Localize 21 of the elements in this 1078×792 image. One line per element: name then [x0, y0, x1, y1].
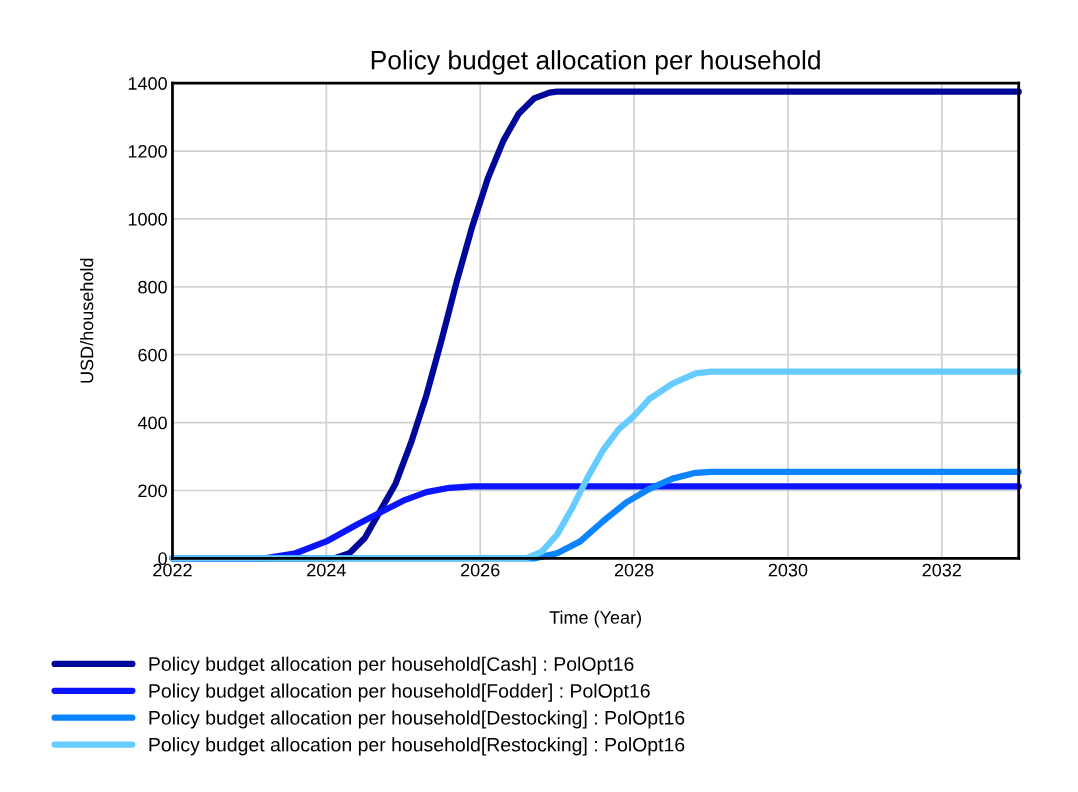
y-tick-label: 200	[138, 484, 167, 498]
x-tick-label: 2022	[153, 563, 192, 577]
legend-label: Policy budget allocation per household[Destocking] : PolOpt16	[149, 710, 685, 729]
y-tick-label: 1400	[128, 77, 167, 90]
chart-title: Policy budget allocation per household	[371, 50, 820, 75]
y-tick-label: 400	[137, 416, 167, 430]
legend-label: Policy budget allocation per household[Fodder] : PolOpt16	[149, 683, 650, 702]
legend-label: Policy budget allocation per household[Restocking] : PolOpt16	[149, 737, 685, 756]
y-axis-title: USD/household	[80, 258, 94, 383]
y-tick-label: 800	[138, 280, 167, 294]
y-tick-label: 1000	[128, 212, 167, 226]
x-tick-label: 2030	[768, 563, 808, 577]
y-tick-label: 600	[138, 348, 167, 362]
x-axis-title: Time (Year)	[549, 610, 641, 628]
x-tick-label: 2032	[922, 563, 961, 577]
x-tick-label: 2026	[461, 563, 500, 577]
y-tick-label: 0	[158, 552, 167, 566]
legend-label: Policy budget allocation per household[Cash] : PolOpt16	[149, 656, 634, 675]
x-tick-label: 2028	[614, 563, 654, 577]
y-tick-label: 1200	[128, 144, 167, 158]
x-tick-label: 2024	[307, 563, 346, 577]
